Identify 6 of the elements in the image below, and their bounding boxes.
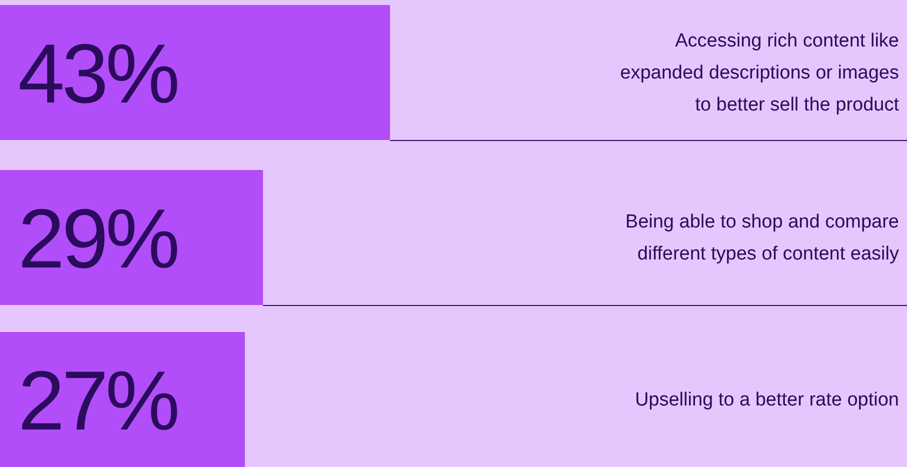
y-tick-label: Accessing rich content like expanded descriptions or images to better sell the product [620, 30, 900, 116]
data-label: 29% [18, 192, 178, 286]
y-tick-label: Upselling to a better rate option [634, 390, 899, 410]
data-label: 43% [18, 26, 178, 120]
y-tick-label: Being able to shop and compare different types of content easily [625, 212, 900, 264]
data-label: 27% [18, 354, 178, 448]
